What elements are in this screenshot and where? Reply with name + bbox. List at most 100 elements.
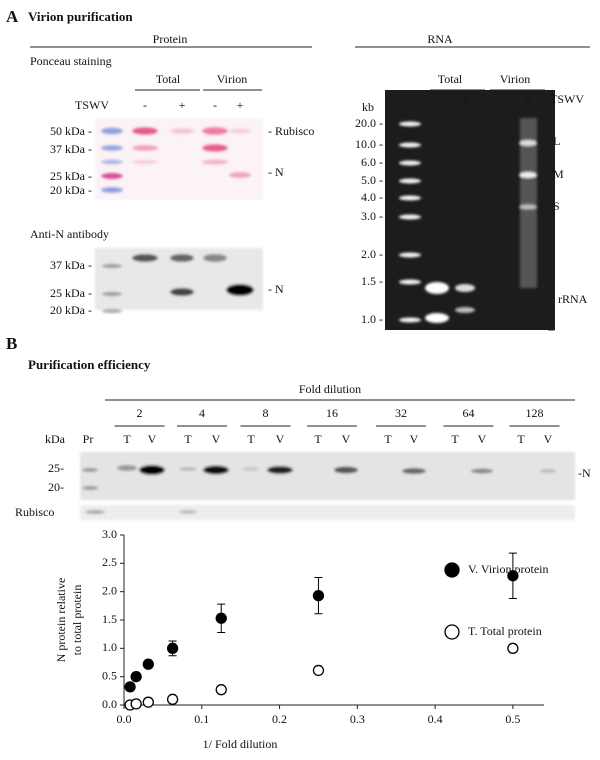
panel-title: Purification efficiency [28, 357, 151, 372]
ponceau-gel [95, 118, 263, 200]
subpanel-title: Ponceau staining [30, 54, 112, 68]
band-label: - N [268, 165, 284, 179]
y-axis-label: N protein relative [54, 578, 68, 663]
ladder-band [399, 214, 421, 220]
group-label: Virion [500, 72, 531, 86]
lane-label: V [276, 432, 285, 446]
y-tick-label: 1.5 [102, 612, 117, 626]
data-point [124, 681, 136, 693]
y-tick-label: 2.5 [102, 555, 117, 569]
section-header: Protein [153, 32, 188, 46]
dilution-label: 64 [463, 406, 475, 420]
lane-label: + [525, 92, 532, 106]
marker-label: 1.0 - [361, 312, 383, 326]
marker-label: 3.0 - [361, 209, 383, 223]
lane-label: - [498, 92, 502, 106]
segment-label: L [553, 134, 560, 148]
y-tick-label: 3.0 [102, 527, 117, 541]
ladder-band [399, 195, 421, 201]
marker-label: 25 kDa - [50, 286, 92, 300]
marker-label: 1.5 - [361, 274, 383, 288]
data-point [166, 693, 179, 705]
ladder-band [399, 160, 421, 166]
marker-label: 4.0 - [361, 190, 383, 204]
loading-label: Rubisco [15, 505, 54, 519]
lane-label: T [384, 432, 392, 446]
y-tick-label: 0.5 [102, 668, 117, 682]
lane-label: - [213, 98, 217, 112]
y-tick-label: 2.0 [102, 583, 117, 597]
rna-gel [385, 90, 555, 331]
lane-label: V [212, 432, 221, 446]
lane-label: T [451, 432, 459, 446]
segment-label: M [553, 167, 564, 181]
marker-label: 25- [48, 461, 64, 475]
dilution-label: 8 [263, 406, 269, 420]
marker-label: 10.0 - [355, 137, 383, 151]
dilution-label: 128 [526, 406, 544, 420]
lane-label: V [342, 432, 351, 446]
subpanel-title: Anti-N antibody [30, 227, 109, 241]
data-point [142, 658, 154, 670]
unit-label: kb [362, 100, 374, 114]
x-tick-label: 0.2 [272, 712, 287, 726]
marker-label: 50 kDa - [50, 124, 92, 138]
marker-label: 37 kDa - [50, 258, 92, 272]
legend-label: T. Total protein [468, 624, 542, 638]
western-blot [95, 248, 263, 313]
band-label: -N [578, 466, 591, 480]
lane-label: T [314, 432, 322, 446]
data-point [312, 664, 325, 677]
marker-label: 37 kDa - [50, 142, 92, 156]
data-point [215, 684, 227, 696]
lane-label: Pr [83, 432, 94, 446]
marker-label: 20 kDa - [50, 303, 92, 317]
lane-label: - [143, 98, 147, 112]
band-label: - Rubisco [268, 124, 314, 138]
marker-label: 2.0 - [361, 247, 383, 261]
data-point [507, 570, 519, 582]
treatment-label: TSWV [550, 92, 584, 106]
lane-label: - [435, 92, 439, 106]
group-label: Total [156, 72, 181, 86]
ladder-band [399, 279, 421, 285]
x-tick-label: 0.0 [117, 712, 132, 726]
legend-label: V. Virion protein [468, 562, 549, 576]
section-header: RNA [427, 32, 453, 46]
panel-title: Virion purification [28, 9, 133, 24]
ladder-band [399, 178, 421, 184]
lane-label: V [478, 432, 487, 446]
x-tick-label: 0.5 [505, 712, 520, 726]
dilution-label: 32 [395, 406, 407, 420]
panel-label: A [6, 7, 19, 26]
dilution-label: 2 [137, 406, 143, 420]
marker-label: 5.0 - [361, 173, 383, 187]
band-label: rRNA [558, 292, 588, 306]
marker-label: 20.0 - [355, 116, 383, 130]
segment-label: S [553, 199, 560, 213]
panel-label: B [6, 334, 17, 353]
data-point [215, 612, 227, 624]
legend-marker [444, 562, 460, 578]
treatment-label: TSWV [75, 98, 109, 112]
marker-label: 20 kDa - [50, 183, 92, 197]
y-tick-label: 0.0 [102, 697, 117, 711]
y-axis-label: to total protein [70, 585, 84, 656]
x-axis-label: 1/ Fold dilution [203, 737, 278, 751]
lane-label: T [123, 432, 131, 446]
x-tick-label: 0.3 [350, 712, 365, 726]
x-tick-label: 0.1 [194, 712, 209, 726]
lane-label: T [247, 432, 255, 446]
data-point [312, 589, 325, 602]
ladder-band [399, 121, 421, 127]
marker-label: 20- [48, 480, 64, 494]
lane-label: + [462, 92, 469, 106]
lane-label: T [184, 432, 192, 446]
legend-marker [444, 624, 460, 640]
dilution-label: 16 [326, 406, 338, 420]
group-label: Virion [217, 72, 248, 86]
dilution-label: 4 [199, 406, 205, 420]
group-label: Total [438, 72, 463, 86]
section-header: Fold dilution [299, 382, 361, 396]
